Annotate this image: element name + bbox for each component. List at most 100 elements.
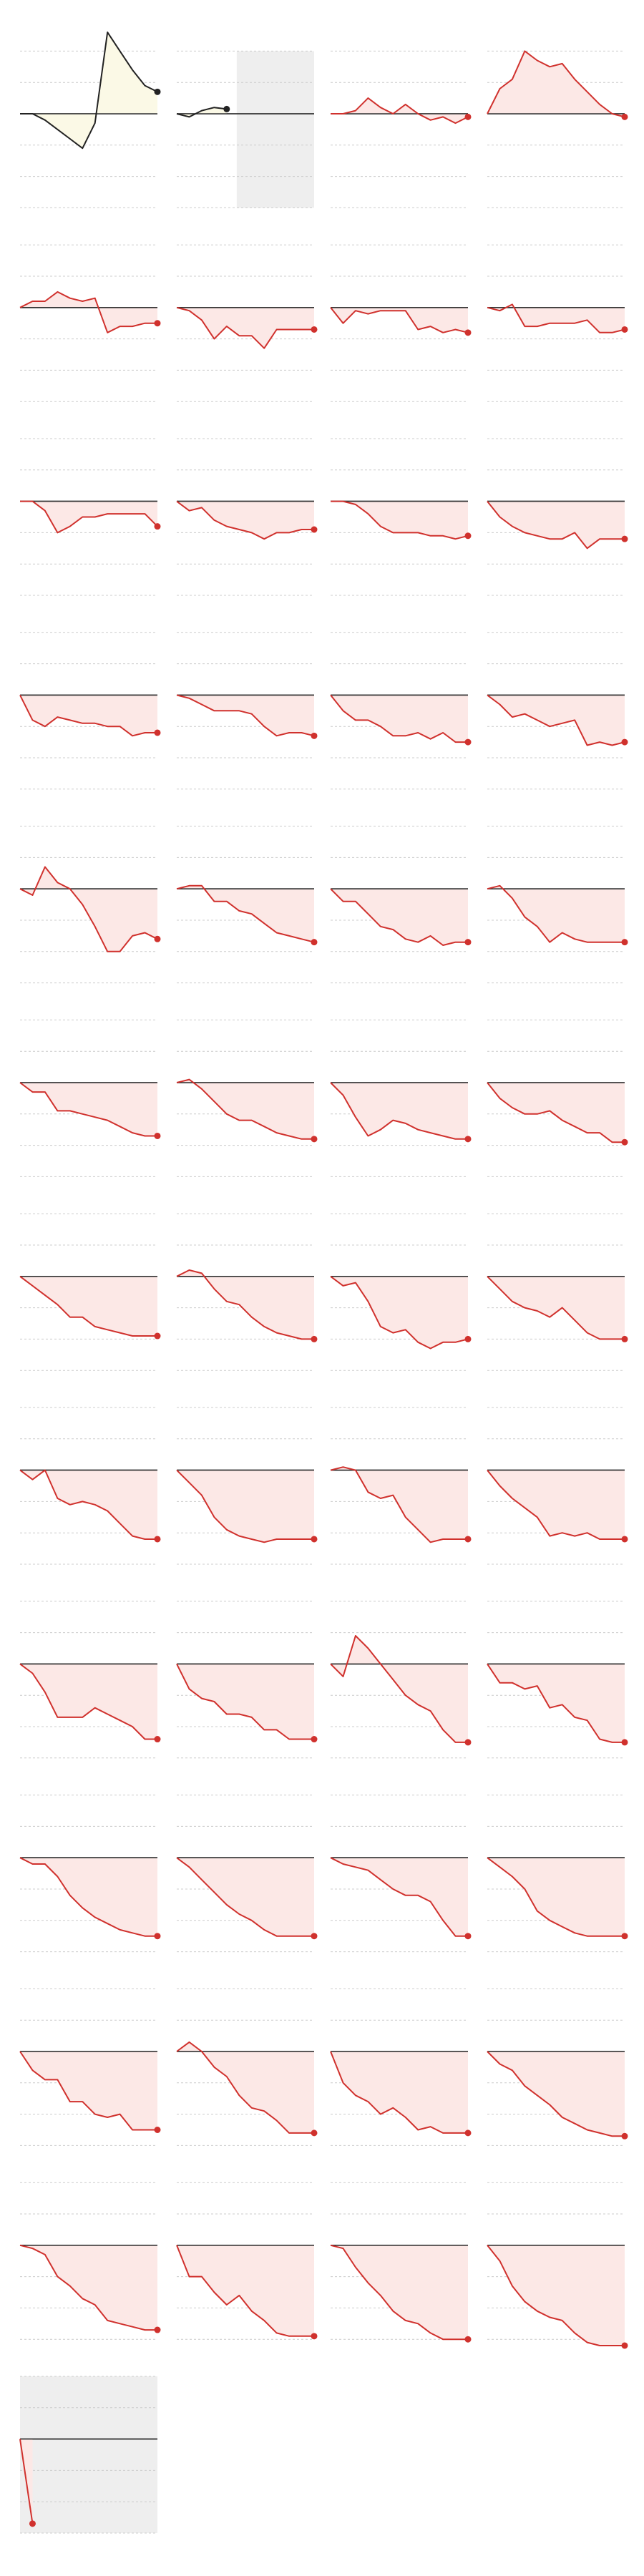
area (177, 2245, 314, 2336)
area (20, 2051, 157, 2130)
panel (19, 632, 161, 790)
line (487, 1857, 625, 1937)
line (330, 1275, 469, 1350)
area (487, 304, 625, 333)
end-dot (621, 1536, 628, 1543)
line (487, 303, 625, 333)
panel (176, 2182, 318, 2340)
line (331, 97, 469, 125)
area (487, 51, 625, 117)
line (19, 2439, 34, 2524)
panel (176, 50, 314, 208)
panel (176, 1988, 318, 2146)
line (20, 31, 158, 150)
end-dot (464, 113, 472, 120)
area (487, 2051, 625, 2137)
shaded-region (236, 51, 314, 208)
area (331, 307, 468, 333)
line (19, 2244, 157, 2331)
panel (487, 1213, 628, 1371)
area (487, 2245, 625, 2346)
area (20, 1276, 157, 1336)
line (176, 1857, 314, 1937)
line (19, 2051, 157, 2131)
end-dot (154, 523, 161, 530)
end-dot (621, 738, 628, 746)
panel (330, 1407, 472, 1565)
line (487, 50, 625, 118)
line (176, 884, 315, 943)
panel (487, 632, 628, 790)
end-dot (154, 1736, 161, 1743)
area (487, 501, 625, 549)
area (331, 1858, 468, 1936)
end-dot (464, 532, 472, 540)
area (177, 307, 314, 348)
end-dot (311, 526, 318, 533)
end-dot (464, 1536, 472, 1543)
line (19, 291, 157, 333)
area (177, 1079, 314, 1139)
panel (19, 1795, 161, 1953)
line (19, 1469, 157, 1540)
panel (487, 1988, 628, 2146)
end-dot (154, 729, 161, 736)
shaded-region (20, 2376, 157, 2533)
end-dot (464, 1933, 472, 1940)
panel (176, 632, 318, 790)
end-dot (621, 535, 628, 542)
panel (487, 826, 628, 984)
line (487, 1663, 625, 1743)
line (330, 1466, 468, 1543)
panel (176, 438, 318, 596)
line (487, 694, 625, 746)
end-dot (311, 1933, 318, 1940)
area (487, 1470, 625, 1539)
area (177, 1470, 314, 1543)
line (330, 694, 468, 743)
panel (176, 1601, 318, 1759)
panel (20, 31, 161, 208)
panel (330, 632, 472, 790)
end-dot (621, 1138, 628, 1146)
panel (176, 244, 318, 402)
line (176, 1469, 314, 1543)
end-dot (621, 1739, 628, 1746)
panel (19, 826, 161, 984)
panel (19, 1407, 161, 1565)
end-dot (464, 2129, 472, 2137)
area (331, 98, 468, 124)
line (487, 1469, 625, 1540)
area (20, 1083, 157, 1136)
line (331, 500, 469, 540)
panel (487, 438, 628, 596)
end-dot (621, 1335, 628, 1342)
panel (176, 1795, 318, 1953)
panel (330, 1988, 472, 2146)
panel (19, 1213, 161, 1371)
line (330, 307, 469, 333)
area (177, 1664, 314, 1740)
panel (176, 1019, 318, 1177)
line (19, 1663, 157, 1740)
end-dot (311, 1136, 318, 1143)
end-dot (154, 935, 161, 942)
area (487, 1858, 625, 1936)
end-dot (311, 732, 318, 739)
line (176, 1078, 314, 1140)
end-dot (311, 2333, 318, 2340)
end-dot (464, 2336, 472, 2343)
panel (330, 244, 472, 402)
area (177, 2041, 314, 2133)
area (177, 501, 314, 540)
area (331, 695, 468, 743)
line (487, 500, 625, 550)
line (487, 1276, 625, 1340)
end-dot (154, 320, 161, 327)
end-dot (311, 939, 318, 946)
line (487, 1082, 625, 1143)
area (20, 695, 157, 736)
end-dot (154, 1132, 161, 1139)
panel (331, 50, 472, 208)
